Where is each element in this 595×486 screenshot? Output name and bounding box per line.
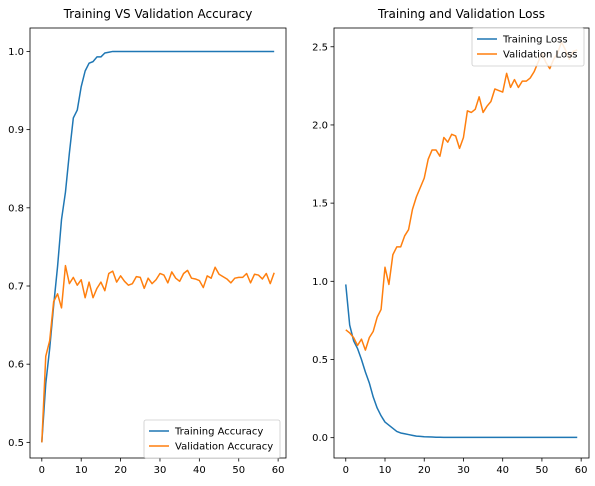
loss-chart: Training and Validation Loss 0 10 20 30 40 50 6… bbox=[312, 7, 590, 476]
y-tick-label: 0.7 bbox=[8, 282, 24, 293]
training-accuracy-line bbox=[41, 50, 275, 443]
chart-title: Training VS Validation Accuracy bbox=[63, 7, 253, 21]
legend-box bbox=[143, 419, 281, 459]
y-tick-label: 2.0 bbox=[312, 120, 328, 131]
x-tick-label: 60 bbox=[272, 465, 285, 476]
y-tick-label: 1.0 bbox=[8, 47, 24, 58]
x-tick-label: 50 bbox=[232, 465, 245, 476]
chart-title: Training and Validation Loss bbox=[377, 7, 545, 21]
x-tick-label: 20 bbox=[114, 465, 127, 476]
legend-label-training-accuracy: Training Accuracy bbox=[174, 427, 263, 438]
y-tick-label: 0.5 bbox=[312, 355, 328, 366]
legend-box bbox=[471, 27, 585, 67]
legend-label-training-loss: Training Loss bbox=[502, 35, 568, 46]
x-tick-label: 10 bbox=[379, 465, 392, 476]
plot-frame bbox=[333, 27, 590, 459]
y-tick-label: 0.5 bbox=[8, 438, 24, 449]
validation-accuracy-line bbox=[41, 264, 275, 443]
validation-loss-line bbox=[345, 41, 578, 351]
x-tick-label: 50 bbox=[536, 465, 549, 476]
y-tick-label: 0.9 bbox=[8, 125, 24, 136]
training-loss-line bbox=[345, 284, 578, 439]
y-tick-label: 0.0 bbox=[312, 433, 328, 444]
plot-frame bbox=[29, 27, 287, 459]
legend-label-validation-loss: Validation Loss bbox=[503, 50, 578, 61]
y-tick-label: 0.8 bbox=[8, 203, 24, 214]
x-tick-label: 30 bbox=[154, 465, 167, 476]
y-tick-label: 0.6 bbox=[8, 360, 24, 371]
legend-label-validation-accuracy: Validation Accuracy bbox=[175, 442, 273, 453]
x-tick-label: 40 bbox=[496, 465, 509, 476]
accuracy-chart: Training VS Validation Accuracy 0 10 20 30 40… bbox=[8, 7, 287, 476]
x-tick-label: 60 bbox=[575, 465, 588, 476]
y-tick-label: 1.0 bbox=[312, 277, 328, 288]
x-tick-label: 20 bbox=[418, 465, 431, 476]
x-tick-label: 0 bbox=[343, 465, 349, 476]
x-tick-label: 30 bbox=[457, 465, 470, 476]
x-tick-label: 40 bbox=[193, 465, 206, 476]
y-tick-label: 1.5 bbox=[312, 199, 328, 210]
y-tick-label: 2.5 bbox=[312, 42, 328, 53]
x-tick-label: 10 bbox=[75, 465, 88, 476]
x-tick-label: 0 bbox=[39, 465, 45, 476]
